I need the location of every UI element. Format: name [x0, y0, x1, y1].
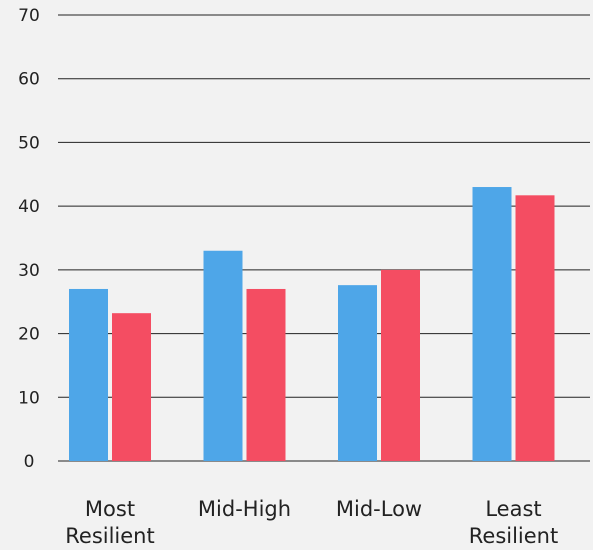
x-category-label: Resilient [65, 524, 154, 548]
bar-series-1-1 [203, 250, 243, 461]
bar-series-1-2 [338, 285, 377, 461]
bar-series-1-0 [69, 288, 108, 461]
bar-series-2-3 [515, 195, 555, 461]
x-category-label: Least [485, 497, 541, 521]
y-axis: 0 10 20 30 40 50 60 70 [18, 6, 40, 472]
bar-series-1-3 [472, 187, 512, 461]
x-category-label: Mid-High [198, 497, 291, 521]
y-tick-label: 40 [18, 197, 40, 217]
y-tick-label: 0 [24, 452, 35, 472]
x-category-label: Mid-Low [336, 497, 422, 521]
y-tick-label: 60 [18, 70, 40, 90]
bars [69, 187, 555, 461]
bar-series-2-0 [112, 313, 151, 461]
x-category-label: Resilient [469, 524, 558, 548]
y-tick-label: 70 [18, 6, 40, 26]
x-category-label: Most [85, 497, 135, 521]
y-tick-label: 30 [18, 261, 40, 281]
bar-series-2-2 [381, 269, 420, 461]
x-axis: Most Resilient Mid-High Mid-Low Least Resilie… [65, 497, 558, 548]
y-tick-label: 20 [18, 325, 40, 345]
bar-series-2-1 [246, 288, 286, 461]
y-tick-label: 50 [18, 133, 40, 153]
y-tick-label: 10 [18, 388, 40, 408]
